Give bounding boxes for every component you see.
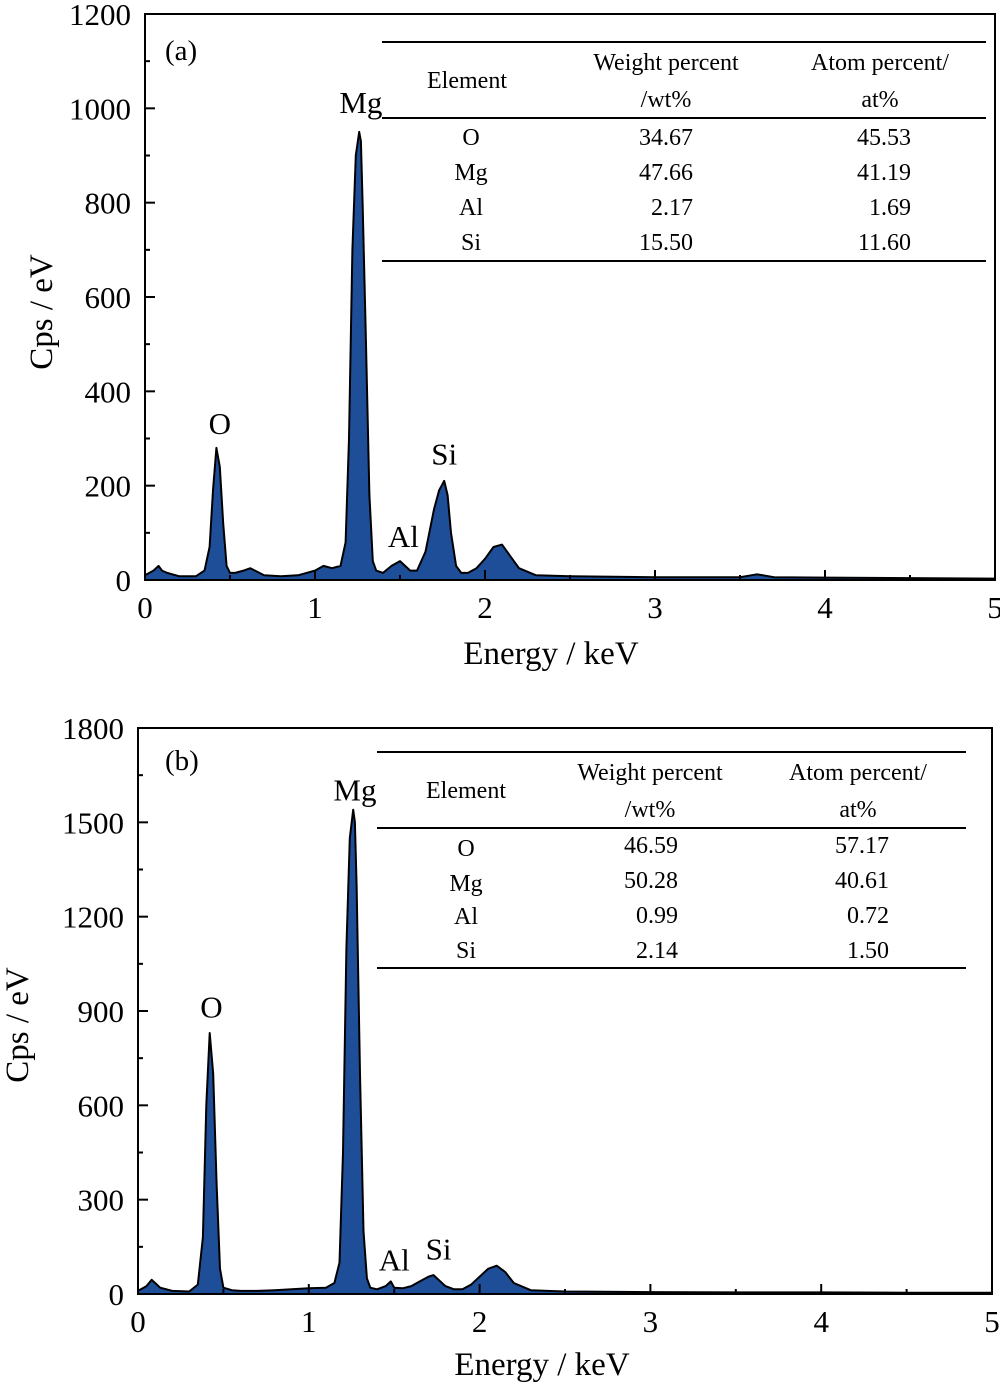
table-header-element: Element — [426, 778, 506, 804]
y-tick-label: 300 — [78, 1183, 125, 1218]
composition-table-b: Element Weight percent /wt% Atom percent… — [377, 751, 966, 969]
table-cell-element: Al — [454, 904, 478, 930]
x-tick-label: 4 — [817, 590, 833, 625]
y-tick-label: 0 — [109, 1277, 125, 1312]
x-tick-label: 2 — [477, 590, 493, 625]
y-tick-label: 200 — [85, 469, 132, 504]
table-cell-weight: 34.67 — [639, 125, 693, 151]
x-tick-label: 2 — [472, 1304, 488, 1339]
table-header-element: Element — [427, 68, 507, 94]
x-tick-label: 4 — [813, 1304, 829, 1339]
x-tick-label: 3 — [647, 590, 663, 625]
composition-table-a: Element Weight percent /wt% Atom percent… — [382, 41, 986, 262]
table-cell-element: Si — [461, 230, 481, 256]
table-cell-atom: 0.72 — [847, 903, 889, 929]
table-cell-weight: 50.28 — [624, 868, 678, 894]
y-tick-label: 1000 — [69, 91, 131, 126]
table-header-weight: Weight percent — [593, 50, 739, 76]
peak-label-mg: Mg — [333, 772, 376, 807]
x-tick-label: 0 — [137, 590, 153, 625]
table-cell-atom: 57.17 — [835, 833, 889, 859]
table-cell-weight: 46.59 — [624, 833, 678, 859]
y-axis-title-a: Cps / eV — [24, 254, 60, 370]
y-tick-label: 1200 — [62, 900, 124, 935]
table-cell-element: Mg — [454, 160, 487, 186]
table-header-weight-unit: /wt% — [625, 797, 676, 823]
spectrum-area-a — [144, 130, 996, 581]
table-cell-element: O — [457, 836, 474, 862]
y-tick-label: 400 — [85, 374, 132, 409]
table-cell-element: Al — [459, 195, 483, 221]
table-cell-weight: 0.99 — [636, 903, 678, 929]
spectrum-area-b — [137, 808, 993, 1295]
table-header-atom: Atom percent/ — [789, 760, 927, 786]
table-cell-weight: 15.50 — [639, 230, 693, 256]
y-tick-label: 900 — [78, 994, 125, 1029]
table-cell-element: Mg — [449, 871, 482, 897]
x-tick-label: 5 — [987, 590, 1000, 625]
table-cell-weight: 47.66 — [639, 160, 693, 186]
table-cell-atom: 45.53 — [857, 125, 911, 151]
x-tick-label: 0 — [130, 1304, 146, 1339]
table-cell-weight: 2.17 — [651, 195, 693, 221]
spectrum-area-b — [137, 808, 993, 1295]
peak-label-o: O — [200, 989, 222, 1024]
table-cell-atom: 40.61 — [835, 868, 889, 894]
y-tick-label: 800 — [85, 186, 132, 221]
y-tick-label: 0 — [116, 563, 132, 598]
x-tick-label: 1 — [307, 590, 323, 625]
chart-panel-b: 0 1 2 3 4 5 0 300 600 900 1200 1500 1800 (b) Energy … — [0, 711, 1000, 1383]
axis-ticks-a: 0 1 2 3 4 5 0 200 400 600 800 1000 1200 — [69, 0, 1000, 625]
x-tick-label: 3 — [643, 1304, 659, 1339]
chart-panel-a: 0 1 2 3 4 5 0 200 400 600 800 1000 1200 (a) Energy /… — [24, 0, 1000, 672]
peak-label-o: O — [209, 406, 231, 441]
table-cell-element: Si — [456, 938, 476, 964]
table-cell-atom: 1.50 — [847, 938, 889, 964]
axis-ticks-b: 0 1 2 3 4 5 0 300 600 900 1200 1500 1800 — [62, 711, 1000, 1339]
peak-labels-a: O Mg Al Si — [209, 85, 458, 554]
y-tick-label: 1500 — [62, 805, 124, 840]
table-header-weight-unit: /wt% — [641, 87, 692, 113]
peak-label-si: Si — [426, 1231, 452, 1266]
y-tick-label: 600 — [85, 280, 132, 315]
table-header-weight: Weight percent — [577, 760, 723, 786]
table-cell-element: O — [462, 125, 479, 151]
table-header-atom-unit: at% — [839, 797, 876, 823]
table-header-atom: Atom percent/ — [811, 50, 949, 76]
peak-labels-b: O Mg Al Si — [200, 772, 452, 1277]
y-tick-label: 1200 — [69, 0, 131, 32]
x-axis-title-a: Energy / keV — [463, 636, 639, 672]
x-tick-label: 5 — [984, 1304, 1000, 1339]
table-header-atom-unit: at% — [861, 87, 898, 113]
y-axis-title-b: Cps / eV — [0, 967, 36, 1083]
peak-label-si: Si — [431, 436, 457, 471]
y-tick-label: 1800 — [62, 711, 124, 746]
x-tick-label: 1 — [301, 1304, 317, 1339]
y-tick-label: 600 — [78, 1088, 125, 1123]
table-cell-atom: 41.19 — [857, 160, 911, 186]
peak-label-al: Al — [379, 1242, 410, 1277]
peak-label-al: Al — [388, 519, 419, 554]
panel-label-a: (a) — [165, 35, 197, 67]
table-cell-atom: 11.60 — [858, 230, 911, 256]
spectrum-area-a — [144, 130, 996, 581]
table-cell-atom: 1.69 — [869, 195, 911, 221]
table-cell-weight: 2.14 — [636, 938, 678, 964]
panel-label-b: (b) — [165, 745, 199, 777]
x-axis-title-b: Energy / keV — [454, 1347, 630, 1383]
peak-label-mg: Mg — [339, 85, 382, 120]
